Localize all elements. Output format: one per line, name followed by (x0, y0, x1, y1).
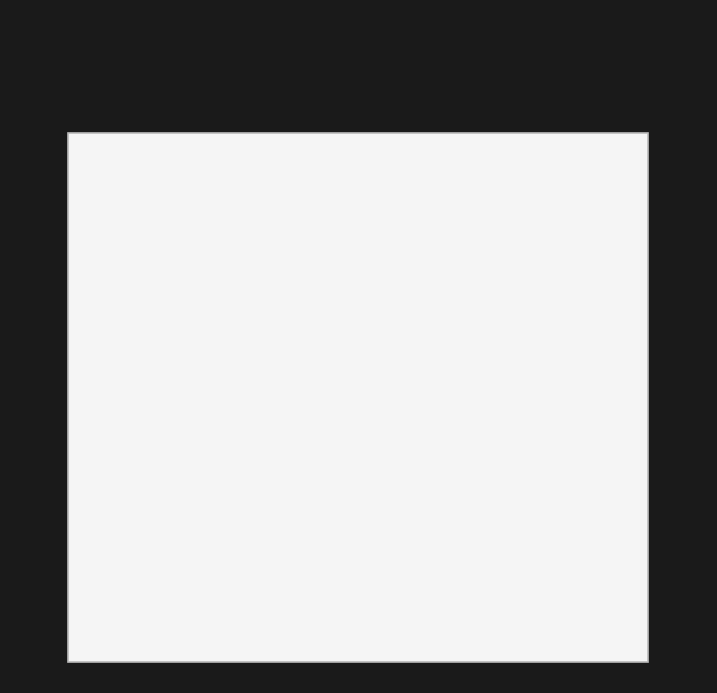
Circle shape (89, 520, 103, 534)
Circle shape (87, 455, 105, 474)
Circle shape (89, 457, 103, 472)
Text: 5. What purpose does sulfuric acid serve
in the nitration test for aromaticity?: 5. What purpose does sulfuric acid serve… (86, 151, 526, 198)
Circle shape (89, 457, 103, 471)
Circle shape (89, 394, 103, 408)
Text: a temporary electrophile followed by its
replacement with nitronium ion: a temporary electrophile followed by its… (113, 590, 435, 626)
Circle shape (92, 322, 100, 331)
Text: a catalyst to convert nitrate to nitrite ion: a catalyst to convert nitrate to nitrite… (113, 520, 442, 534)
Text: a protecting group to prevent over-nitration: a protecting group to prevent over-nitra… (113, 457, 466, 472)
Text: a catalyst to convert nitrate to nitronium ion: a catalyst to convert nitrate to nitroni… (113, 394, 472, 408)
Text: a source of electrophiles to activate the aromatic
ring for nitration: a source of electrophiles to activate th… (113, 308, 509, 344)
Circle shape (87, 599, 105, 618)
Circle shape (89, 602, 103, 615)
Circle shape (87, 392, 105, 410)
Circle shape (89, 319, 103, 333)
Circle shape (89, 520, 103, 534)
Circle shape (87, 518, 105, 536)
Circle shape (89, 394, 103, 408)
Circle shape (89, 601, 103, 616)
Circle shape (87, 317, 105, 335)
